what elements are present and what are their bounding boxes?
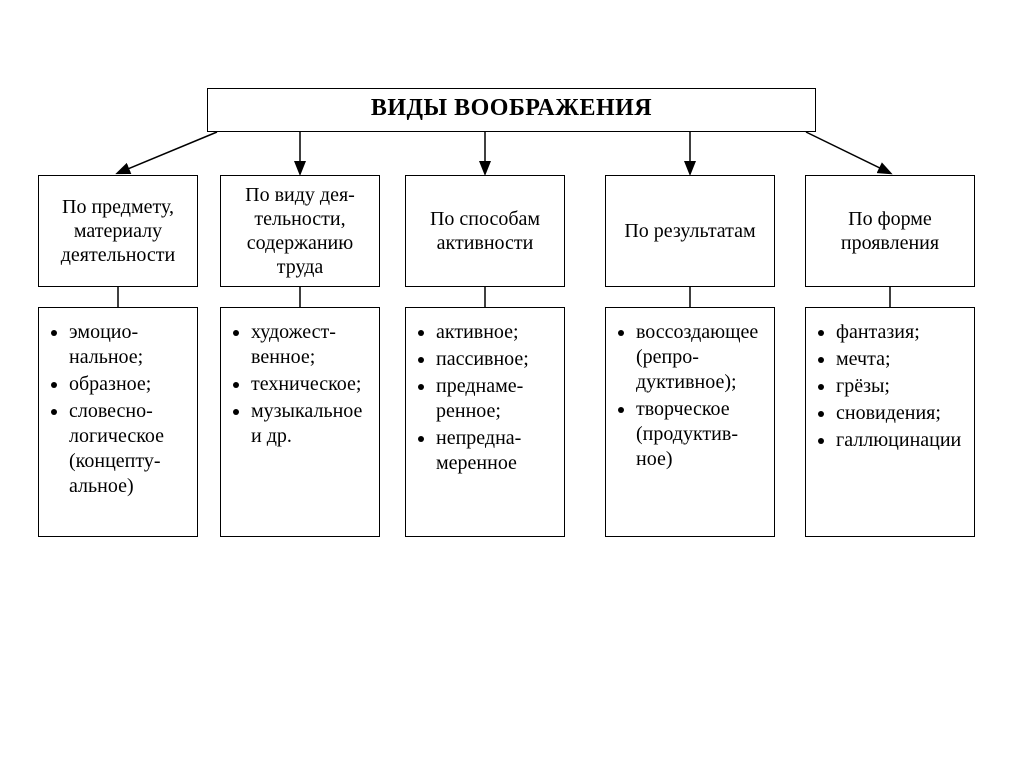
list-item: галлюцина­ции — [836, 428, 966, 453]
category-box-2: По виду дея­тельности, содержанию труда — [220, 175, 380, 287]
item-list: воссоздаю­щее (репро­дуктивное);творческ… — [616, 320, 766, 472]
item-list: активное;пассивное;преднаме­ренное;непре… — [416, 320, 556, 476]
category-label: По способам активности — [410, 207, 560, 255]
list-item: техниче­ское; — [251, 372, 371, 397]
list-box-4: воссоздаю­щее (репро­дуктивное);творческ… — [605, 307, 775, 537]
list-box-1: эмоцио­нальное;образное;словесно-логичес… — [38, 307, 198, 537]
category-box-1: По предмету, материалу деятельности — [38, 175, 198, 287]
category-label: По виду дея­тельности, содержанию труда — [225, 183, 375, 279]
list-item: сновидения; — [836, 401, 966, 426]
list-item: воссоздаю­щее (репро­дуктивное); — [636, 320, 766, 395]
list-box-3: активное;пассивное;преднаме­ренное;непре… — [405, 307, 565, 537]
list-item: мечта; — [836, 347, 966, 372]
list-item: музыкаль­ное и др. — [251, 399, 371, 449]
list-box-2: художест­венное;техниче­ское;музыкаль­но… — [220, 307, 380, 537]
list-item: эмоцио­нальное; — [69, 320, 189, 370]
category-label: По результатам — [624, 219, 755, 243]
category-box-3: По способам активности — [405, 175, 565, 287]
item-list: эмоцио­нальное;образное;словесно-логичес… — [49, 320, 189, 499]
category-label: По предмету, материалу деятельности — [43, 195, 193, 267]
category-box-4: По результатам — [605, 175, 775, 287]
list-item: фантазия; — [836, 320, 966, 345]
list-item: образное; — [69, 372, 189, 397]
list-item: преднаме­ренное; — [436, 374, 556, 424]
list-item: словесно-логическое (концепту­альное) — [69, 399, 189, 499]
item-list: художест­венное;техниче­ское;музыкаль­но… — [231, 320, 371, 449]
title-box: ВИДЫ ВООБРАЖЕНИЯ — [207, 88, 816, 132]
category-label: По форме проявления — [810, 207, 970, 255]
list-item: художест­венное; — [251, 320, 371, 370]
list-item: активное; — [436, 320, 556, 345]
list-box-5: фантазия;мечта;грёзы;сновидения;галлюцин… — [805, 307, 975, 537]
list-item: творческое (продуктив­ное) — [636, 397, 766, 472]
list-item: пассивное; — [436, 347, 556, 372]
category-box-5: По форме проявления — [805, 175, 975, 287]
list-item: грёзы; — [836, 374, 966, 399]
title-text: ВИДЫ ВООБРАЖЕНИЯ — [371, 95, 652, 121]
diagram-canvas: ВИДЫ ВООБРАЖЕНИЯ По предмету, материалу … — [0, 0, 1024, 767]
item-list: фантазия;мечта;грёзы;сновидения;галлюцин… — [816, 320, 966, 453]
list-item: непредна­меренное — [436, 426, 556, 476]
